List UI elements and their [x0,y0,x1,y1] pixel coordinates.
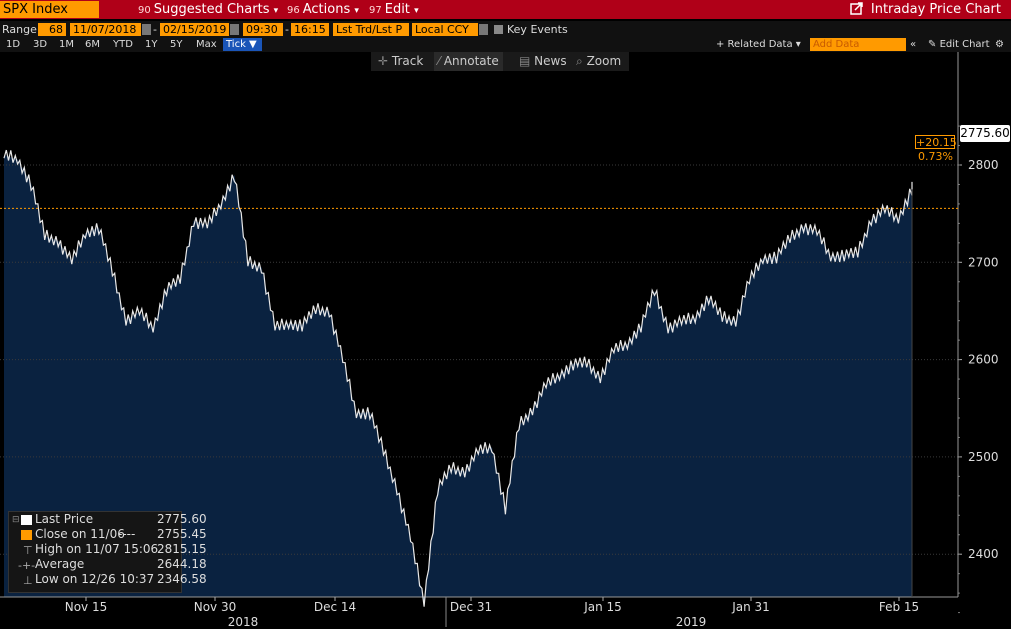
average-marker-icon: -+- [18,559,36,572]
y-tick-label-2600: 2600 [968,353,999,367]
edit-button[interactable]: 97 Edit ▾ [369,0,419,19]
high-marker-icon: ⊤ [23,544,33,557]
edit-hotkey: 97 [369,5,382,16]
price-area [4,155,912,602]
period-button-1d[interactable]: 1D [6,39,21,50]
news-tool[interactable]: ▤ News [519,52,567,71]
currency-dropdown-icon[interactable] [479,24,488,35]
time-separator: - [285,23,289,36]
calendar-icon[interactable] [142,24,151,35]
track-tool[interactable]: ✛ Track [378,52,423,71]
period-button-max[interactable]: Max [196,39,217,50]
annotate-label: Annotate [443,54,499,68]
year-label-2018: 2018 [228,615,259,629]
legend-high-label: High on 11/07 15:06 [35,542,159,556]
period-button-1m[interactable]: 1M [59,39,74,50]
currency-select[interactable]: Local CCY [412,23,478,36]
legend-panel [8,511,182,593]
track-label: Track [391,54,424,68]
legend-close-label: Close on 11/06 [35,527,125,541]
actions-button[interactable]: 96 Actions ▾ [287,0,359,19]
legend-average-value: 2644.18 [157,557,207,571]
dropdown-arrow-icon: ▾ [414,6,419,16]
popout-icon[interactable] [850,2,863,15]
x-tick-label: Dec 31 [450,600,492,614]
news-icon: ▤ [519,54,531,68]
pct-change-badge: 0.73% [918,150,953,163]
x-tick-label: Feb 15 [879,600,919,614]
x-tick-label: Dec 14 [314,600,356,614]
x-tick-label: Jan 15 [583,600,622,614]
legend-high-value: 2815.15 [157,542,207,556]
price-chart: 2400 2500 2600 2700 2800 Nov 15 Nov 30 Dec 14 De… [0,52,999,629]
start-time-field[interactable]: 09:30 [243,23,283,36]
calendar-icon[interactable] [230,24,239,35]
zoom-icon: ⌕ [576,54,583,68]
range-bar [0,21,1011,38]
y-tick-label-2800: 2800 [968,158,999,172]
legend-last-price-label: Last Price [35,512,94,526]
price-source-select[interactable]: Lst Trd/Lst P [333,23,409,36]
dropdown-arrow-icon: ▾ [354,6,359,16]
suggested-hotkey: 90 [138,5,151,16]
edit-chart-label: Edit Chart [939,39,990,50]
legend-collapse-icon[interactable]: ⊟ [12,515,20,525]
top-toolbar [0,0,1011,19]
start-date-field[interactable]: 11/07/2018 [70,23,141,36]
legend-average-label: Average [35,557,85,571]
dropdown-arrow-icon: ▾ [273,6,279,16]
zoom-label: Zoom [586,54,622,68]
x-tick-label: Nov 30 [194,600,237,614]
related-data-button[interactable]: + Related Data ▾ [716,39,801,50]
zoom-tool[interactable]: ⌕ Zoom [576,52,621,71]
date-separator: - [153,23,157,36]
pencil-icon: ⁄ [438,54,441,68]
end-date-field[interactable]: 02/15/2019 [160,23,229,36]
legend-last-price-value: 2775.60 [157,512,207,526]
legend-close-value: 2755.45 [157,527,207,541]
last-price-badge: 2775.60 [960,125,1010,142]
add-data-input[interactable]: Add Data [810,38,906,51]
price-line [3,149,913,607]
news-label: News [534,54,567,68]
change-badge: +20.15 [915,135,957,149]
period-button-6m[interactable]: 6M [85,39,100,50]
suggested-charts-button[interactable]: 90 Suggested Charts ▾ [138,0,278,19]
y-tick-label-2500: 2500 [968,450,999,464]
legend-low-label: Low on 12/26 10:37 [35,572,155,586]
last-price-swatch [21,515,32,525]
x-tick-label: Nov 15 [65,600,108,614]
legend-close-dashes: ---- [118,527,136,541]
suggested-label: Suggested Charts [153,2,270,17]
ticker-field[interactable]: SPX Index [0,1,99,18]
range-label: Range [2,23,37,36]
period-button-3d[interactable]: 3D [33,39,48,50]
edit-label: Edit [384,2,410,17]
period-button-1y[interactable]: 1Y [145,39,158,50]
settings-gear-icon[interactable]: ⚙ [995,39,1004,50]
y-tick-label-2700: 2700 [968,255,999,269]
range-days-field[interactable]: 68 [38,23,66,36]
collapse-icon[interactable]: « [910,39,917,50]
crosshair-icon: ✛ [378,54,389,68]
period-button-5y[interactable]: 5Y [170,39,183,50]
window-title: Intraday Price Chart [850,0,1001,19]
x-tick-label: Jan 31 [731,600,770,614]
low-marker-icon: ⊥ [23,574,33,587]
year-label-2019: 2019 [676,615,707,629]
end-time-field[interactable]: 16:15 [291,23,329,36]
title-label: Intraday Price Chart [870,2,1001,17]
tick-select[interactable]: Tick ▼ [223,38,262,51]
actions-label: Actions [302,2,351,17]
edit-chart-button[interactable]: ✎ Edit Chart [928,39,990,50]
key-events-label: Key Events [507,23,568,36]
y-tick-label-2400: 2400 [968,547,999,561]
close-swatch [21,530,32,540]
actions-hotkey: 96 [287,5,300,16]
key-events-checkbox[interactable] [494,25,503,34]
period-button-ytd[interactable]: YTD [113,39,133,50]
legend-low-value: 2346.58 [157,572,207,586]
annotate-tool[interactable]: ⁄ Annotate [434,52,503,71]
